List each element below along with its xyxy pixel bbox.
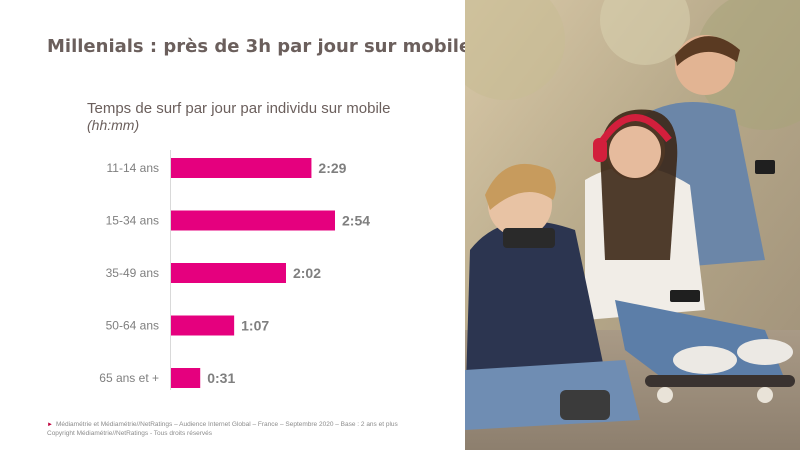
category-axis-line	[170, 150, 171, 390]
value-label: 2:54	[342, 213, 370, 229]
value-label: 1:07	[241, 318, 269, 334]
bullet-arrow-icon: ►	[47, 422, 53, 428]
slide-title: Millenials : près de 3h par jour sur mob…	[47, 36, 472, 57]
chart-subtitle: (hh:mm)	[87, 117, 140, 133]
value-label: 2:29	[318, 160, 346, 176]
category-label: 65 ans et +	[99, 371, 159, 385]
category-label: 11-14 ans	[107, 161, 159, 175]
chart-title: Temps de surf par jour par individu sur …	[87, 100, 391, 117]
bar	[171, 210, 335, 231]
value-label: 2:02	[293, 265, 321, 281]
source-note: ► Médiamétrie et Médiamétrie//NetRatings …	[47, 421, 398, 438]
category-label: 50-64 ans	[106, 319, 159, 333]
category-label: 35-49 ans	[106, 266, 159, 280]
source-line-1: Médiamétrie et Médiamétrie//NetRatings –…	[55, 421, 398, 428]
bar-chart: 11-14 ans 2:29 15-34 ans 2:54 35-49 ans 2:02 5…	[99, 158, 370, 388]
bar	[171, 263, 286, 283]
bar	[171, 158, 312, 178]
bar	[171, 315, 235, 336]
teenagers-with-smartphones-photo	[465, 0, 800, 450]
category-label: 15-34 ans	[106, 214, 159, 228]
bar	[171, 368, 201, 388]
source-line-2: Copyright Médiamétrie//NetRatings - Tous…	[47, 429, 212, 437]
value-label: 0:31	[207, 370, 235, 386]
